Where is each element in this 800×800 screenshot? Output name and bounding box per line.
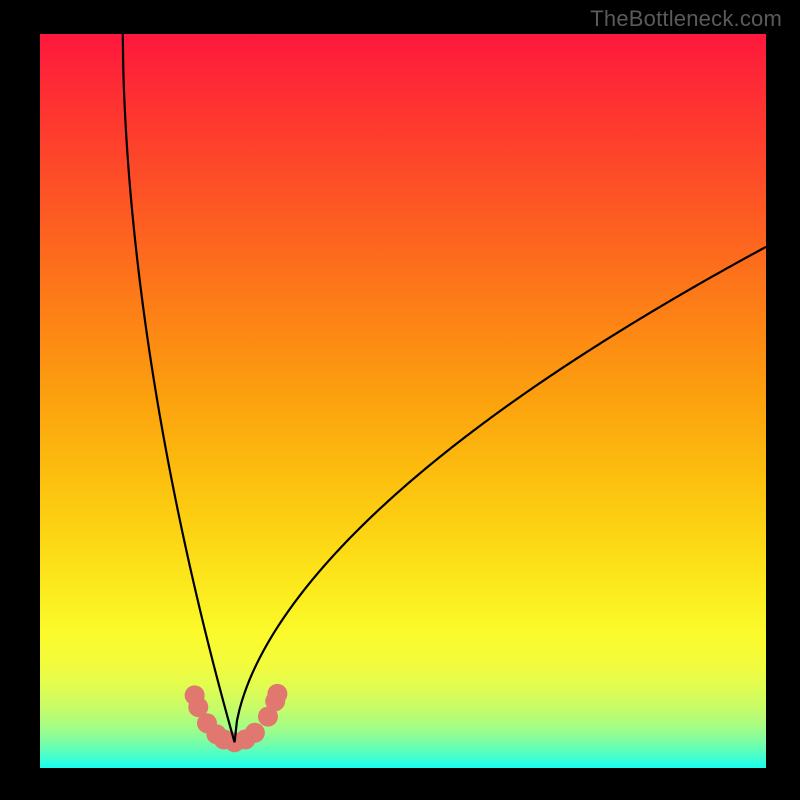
- curve-marker: [245, 723, 265, 743]
- watermark-text: TheBottleneck.com: [590, 6, 782, 32]
- bottleneck-chart: [0, 0, 800, 800]
- chart-container: TheBottleneck.com: [0, 0, 800, 800]
- curve-marker: [267, 684, 287, 704]
- plot-background: [40, 34, 766, 768]
